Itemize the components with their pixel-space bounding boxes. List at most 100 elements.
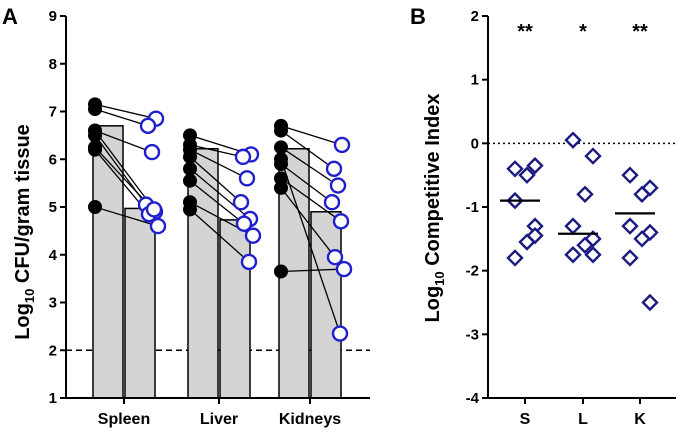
competitive-index-point	[564, 217, 582, 235]
panel-a-y-axis-title: Log10 CFU/gram tissue	[12, 124, 37, 340]
wildtype-point	[274, 123, 288, 138]
wildtype-point	[274, 140, 288, 155]
mutant-point	[149, 217, 167, 235]
mutant-point	[332, 213, 350, 230]
x-category-label: Liver	[200, 411, 238, 428]
pair-line	[94, 129, 153, 153]
competitive-index-point	[641, 293, 659, 312]
mutant-point	[325, 160, 343, 178]
y-tick-label: 6	[49, 151, 57, 168]
competitive-index-point	[564, 131, 582, 149]
mutant-point	[329, 177, 347, 194]
x-category-label: Kidneys	[279, 411, 341, 428]
y-tick-label: 0	[471, 135, 479, 152]
y-tick-label: 7	[49, 104, 57, 121]
competitive-index-point	[506, 160, 524, 178]
significance-marker: *	[579, 21, 587, 43]
competitive-index-point	[526, 226, 544, 245]
wildtype-point	[88, 102, 102, 117]
mutant-point	[323, 194, 341, 211]
y-tick-label: -4	[466, 390, 480, 407]
competitive-index-point	[621, 166, 639, 184]
panel-b-plot: ** S * L ** K 2 1 0 -1 -2 -3 -4	[466, 8, 676, 428]
mutant-point	[145, 201, 163, 218]
panel-b-label: B	[410, 4, 426, 29]
y-tick-label: -2	[466, 263, 479, 280]
pair-line	[280, 187, 336, 258]
pair-line	[280, 125, 343, 146]
pair-line	[189, 144, 244, 158]
pair-line	[280, 146, 339, 187]
pair-line	[280, 177, 342, 222]
competitive-index-point	[584, 246, 602, 264]
competitive-index-point	[564, 246, 582, 264]
competitive-index-point	[576, 236, 594, 254]
competitive-index-point	[584, 147, 602, 165]
x-category-label: S	[520, 411, 531, 428]
competitive-index-point	[506, 249, 524, 267]
mutant-point	[335, 260, 353, 278]
competitive-index-point	[518, 166, 536, 184]
wildtype-point	[88, 142, 102, 157]
bar-spleen-mutant	[124, 207, 156, 399]
mutant-point	[139, 117, 157, 135]
pair-line	[280, 159, 341, 334]
y-tick-label: 8	[49, 56, 57, 73]
y-tick-label: 3	[49, 295, 57, 312]
y-tick-label: 4	[49, 247, 58, 264]
panel-a-plot: Spleen Liver Kidneys 1 2 3 4 5 6 7 8 9	[49, 8, 370, 428]
mutant-point	[331, 325, 349, 342]
mutant-point	[333, 136, 351, 154]
pair-line	[189, 149, 248, 179]
pair-line	[280, 163, 333, 203]
y-tick-label: 2	[49, 342, 57, 359]
mutant-point	[232, 194, 250, 211]
mutant-point	[143, 143, 161, 161]
wildtype-point	[183, 149, 197, 164]
significance-marker: **	[517, 21, 533, 43]
pair-line	[94, 103, 157, 120]
wildtype-point	[88, 200, 102, 214]
y-tick-label: 2	[471, 8, 479, 25]
wildtype-point	[183, 202, 197, 217]
competitive-index-point	[526, 156, 544, 175]
wildtype-point	[183, 161, 197, 176]
competitive-index-point	[621, 249, 639, 267]
wildtype-point	[274, 180, 288, 195]
wildtype-point	[274, 264, 288, 279]
mutant-point	[235, 215, 253, 232]
pair-line	[280, 268, 345, 273]
mutant-point	[244, 227, 262, 244]
competitive-index-point	[576, 185, 594, 203]
significance-marker: **	[632, 21, 648, 43]
pair-line	[94, 130, 155, 210]
pair-line	[189, 156, 242, 203]
y-tick-label: -1	[466, 199, 479, 216]
competitive-index-point	[621, 217, 639, 235]
y-tick-label: 9	[49, 8, 57, 25]
pair-line	[280, 130, 335, 170]
mutant-point	[234, 148, 252, 166]
competitive-index-point	[633, 185, 651, 203]
competitive-index-point	[633, 230, 651, 248]
x-category-label: K	[634, 411, 646, 428]
wildtype-point	[88, 123, 102, 138]
y-tick-label: 1	[49, 390, 57, 407]
panel-a-label: A	[2, 4, 18, 29]
wildtype-point	[274, 152, 288, 167]
y-tick-label: 1	[471, 72, 479, 89]
x-category-label: L	[578, 411, 588, 428]
y-tick-label: 5	[49, 199, 57, 216]
pair-line	[189, 208, 250, 263]
x-category-label: Spleen	[98, 411, 150, 428]
pair-line	[189, 168, 251, 220]
mutant-point	[326, 248, 344, 266]
mutant-point	[238, 170, 256, 187]
wildtype-point	[183, 173, 197, 188]
y-tick-label: -3	[466, 326, 479, 343]
bar-liver-mutant	[219, 219, 251, 399]
mutant-point	[240, 253, 258, 271]
panel-b-y-axis-title: Log10 Competitive Index	[422, 94, 447, 323]
bar-kidneys-mutant	[310, 211, 342, 399]
pair-line	[94, 206, 159, 227]
